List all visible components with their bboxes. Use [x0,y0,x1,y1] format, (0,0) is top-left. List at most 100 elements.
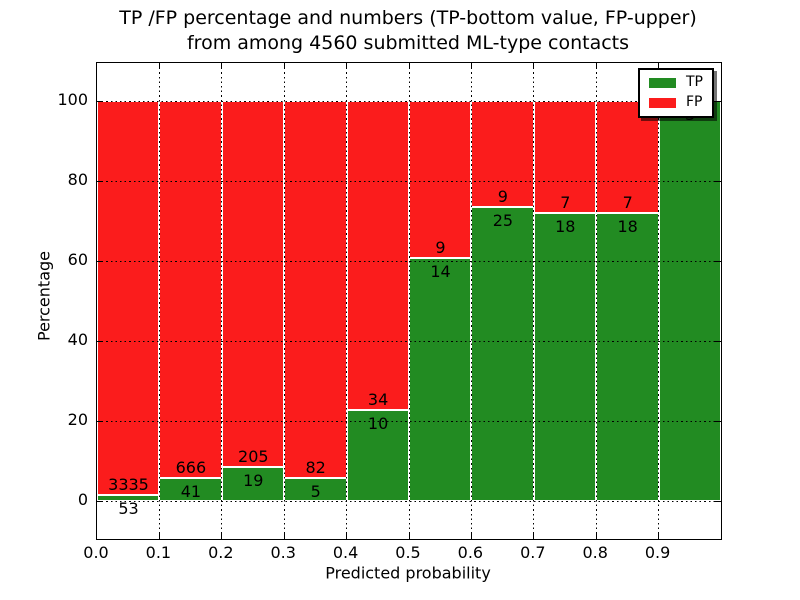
tp-count-label: 18 [617,217,638,236]
grid-line-vertical [158,63,160,539]
bar-tp-segment [533,213,597,501]
y-tick-mark [97,420,103,422]
grid-line-vertical [408,63,410,539]
bar-tp-segment [97,494,160,501]
tp-count-label: 14 [430,261,451,281]
legend-label-fp: FP [686,94,703,110]
grid-line-vertical [595,63,597,539]
bar-tp-segment [159,477,222,501]
y-tick-mark [715,260,721,262]
x-tick-label: 0.8 [582,543,608,562]
bar-tp-segment [471,206,534,501]
bar-fp-segment [533,101,597,213]
y-tick-mark [97,340,103,342]
x-tick-label: 0.7 [520,543,546,562]
fp-count-label: 666 [175,457,207,477]
y-tick-mark [97,500,103,502]
bar-tp-segment [284,478,347,501]
bar-tp-segment [221,467,285,501]
x-tick-mark [283,533,285,539]
y-tick-label: 80 [67,170,88,189]
x-axis-label: Predicted probability [325,563,491,583]
grid-line-horizontal [97,261,721,262]
tp-count-label: 18 [555,217,576,236]
x-tick-label: 0.1 [145,543,172,562]
x-tick-mark [408,533,410,539]
plot-area: 333553666412051982534109149257187183 TP … [96,62,722,540]
grid-line-horizontal [97,101,721,102]
bar-fp-segment [346,101,409,411]
y-tick-mark [715,180,721,182]
x-tick-label: 0.3 [270,543,296,562]
x-tick-mark [658,63,660,69]
grid-line-horizontal [97,501,721,502]
fp-count-label: 82 [305,458,326,477]
fp-count-label: 9 [497,186,508,206]
grid-line-horizontal [97,181,721,182]
tp-count-label: 25 [492,210,514,230]
fp-count-label: 34 [367,390,389,410]
grid-line-vertical [658,63,660,539]
x-tick-label: 0.0 [83,543,109,562]
x-tick-label: 0.2 [208,543,234,562]
grid-line-vertical [533,63,535,539]
bar-fp-segment [221,101,285,468]
x-tick-label: 0.9 [644,543,671,562]
chart-title-line2: from among 4560 submitted ML-type contac… [186,31,630,54]
y-tick-label: 40 [67,330,88,349]
x-tick-mark [595,533,597,539]
fp-count-label: 3335 [108,474,149,494]
fp-count-label: 205 [238,447,269,467]
y-tick-mark [97,260,103,262]
grid-line-vertical [221,63,223,539]
fp-count-label: 9 [435,237,446,257]
y-tick-mark [97,180,103,182]
x-tick-label: 0.4 [332,543,359,562]
x-tick-mark [346,533,348,539]
y-tick-label: 20 [67,410,88,429]
tp-swatch-icon [649,77,676,88]
x-tick-mark [408,63,410,69]
x-tick-label: 0.5 [395,543,421,562]
x-tick-label: 0.6 [457,543,484,562]
x-tick-mark [221,533,223,539]
x-tick-mark [158,533,160,539]
tp-count-label: 5 [310,482,321,501]
x-tick-mark [470,63,472,69]
y-tick-label: 100 [57,90,88,109]
tp-count-label: 53 [118,498,139,518]
y-tick-mark [715,500,721,502]
x-tick-mark [533,533,535,539]
bar-fp-segment [284,101,347,478]
grid-line-horizontal [97,341,721,342]
y-tick-label: 0 [77,490,88,509]
legend-label-tp: TP [686,74,703,90]
fp-count-label: 7 [622,193,633,212]
legend-row-tp: TP [649,75,703,90]
y-tick-mark [715,100,721,102]
grid-line-vertical [283,63,285,539]
x-tick-mark [595,63,597,69]
y-tick-mark [715,340,721,342]
chart-title-line1: TP /FP percentage and numbers (TP-bottom… [119,7,697,29]
bar-tp-segment [596,213,659,501]
grid-line-vertical [346,63,348,539]
x-tick-mark [283,63,285,69]
legend: TP FP [638,68,714,118]
chart-title: TP /FP percentage and numbers (TP-bottom… [96,6,720,55]
y-tick-mark [715,420,721,422]
tp-count-label: 41 [180,481,202,501]
y-tick-mark [97,100,103,102]
y-tick-label: 60 [67,250,88,269]
x-tick-mark [221,63,223,69]
bar-tp-segment [346,410,409,501]
grid-line-vertical [470,63,472,539]
x-tick-mark [658,533,660,539]
grid-line-horizontal [97,421,721,422]
bar-fp-segment [159,101,222,478]
x-tick-mark [470,533,472,539]
x-tick-mark [346,63,348,69]
x-tick-mark [158,63,160,69]
bar-fp-segment [97,101,160,495]
